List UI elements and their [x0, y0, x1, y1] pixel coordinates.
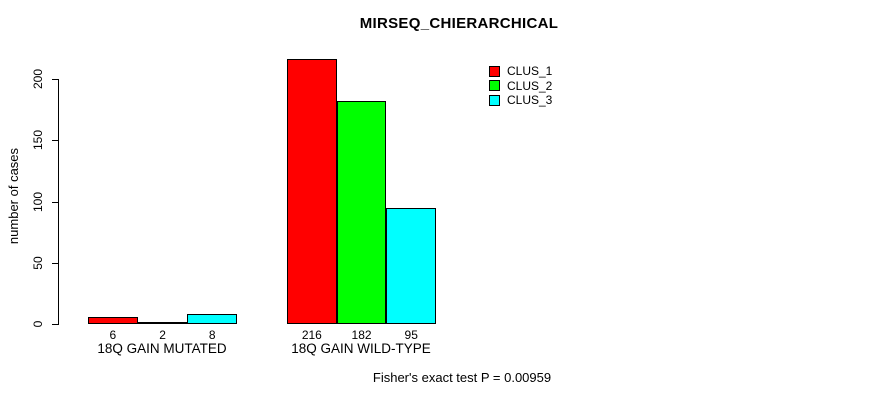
- legend-label-clus1: CLUS_1: [507, 64, 553, 79]
- y-tick-label: 50: [31, 256, 45, 270]
- legend-item-clus1: CLUS_1: [489, 64, 552, 79]
- legend-label-clus2: CLUS_2: [507, 78, 553, 93]
- y-tick-label: 100: [31, 191, 45, 212]
- bar-value-label: 182: [351, 328, 372, 342]
- x-category-label-wildtype: 18Q GAIN WILD-TYPE: [291, 341, 431, 356]
- legend-label-clus3: CLUS_3: [507, 93, 553, 108]
- bar-value-label: 6: [109, 328, 117, 342]
- legend-swatch-clus2-icon: [489, 80, 500, 92]
- legend-item-clus3: CLUS_3: [489, 93, 552, 108]
- bar-value-label: 216: [301, 328, 322, 342]
- bar-clus_2-group2: [336, 101, 387, 324]
- bar-value-label: 2: [159, 328, 166, 342]
- y-tick-mark: [52, 201, 58, 203]
- y-tick-label: 150: [31, 130, 45, 151]
- bar-clus_3-group1: [187, 314, 238, 324]
- y-axis-title: number of cases: [6, 147, 21, 245]
- annotation-fishers-test: Fisher's exact test P = 0.00959: [372, 370, 552, 385]
- bar-clus_2-group1: [137, 322, 188, 324]
- y-axis-line: [58, 79, 59, 325]
- legend-swatch-clus3-icon: [489, 94, 500, 106]
- chart-title: MIRSEQ_CHIERARCHICAL: [359, 15, 559, 32]
- legend-item-clus2: CLUS_2: [489, 79, 552, 94]
- bar-clus_1-group2: [287, 59, 337, 324]
- y-tick-label: 200: [31, 68, 45, 90]
- y-tick-mark: [52, 79, 58, 80]
- bar-value-label: 8: [208, 328, 216, 342]
- legend-swatch-clus1-icon: [489, 65, 500, 77]
- x-category-label-mutated: 18Q GAIN MUTATED: [97, 341, 227, 356]
- y-tick-label: 0: [31, 320, 45, 328]
- y-tick-mark: [52, 140, 58, 142]
- bar-clus_3-group2: [386, 208, 437, 324]
- y-tick-mark: [52, 324, 58, 325]
- bar-value-label: 95: [404, 328, 418, 342]
- y-tick-mark: [52, 262, 58, 264]
- bar-clus_1-group1: [88, 317, 138, 324]
- legend: CLUS_1 CLUS_2 CLUS_3: [489, 64, 552, 108]
